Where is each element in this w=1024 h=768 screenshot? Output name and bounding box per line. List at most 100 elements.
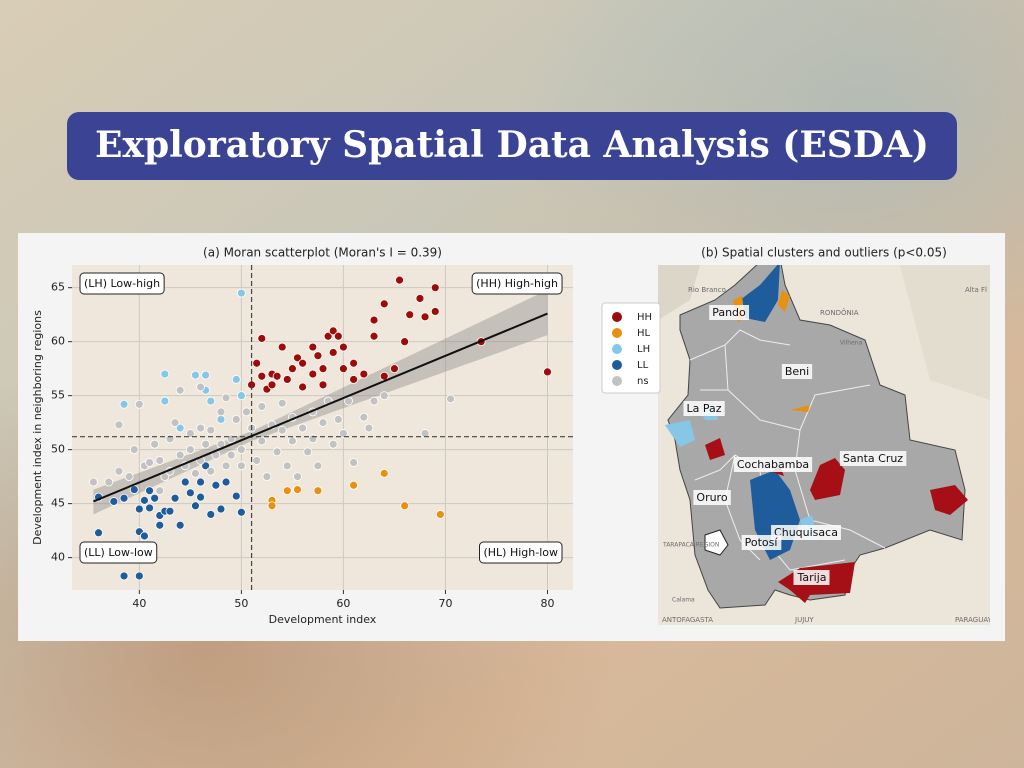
data-point <box>231 415 241 424</box>
basemap-label: Alta Fl <box>965 286 987 294</box>
map-legend <box>601 302 661 394</box>
data-point <box>160 396 170 406</box>
data-point <box>405 310 415 320</box>
basemap-region <box>900 265 990 400</box>
slide-title: Exploratory Spatial Data Analysis (ESDA) <box>95 124 929 166</box>
legend-label: ns <box>637 376 649 387</box>
region-label: Tarija <box>796 571 826 584</box>
data-point <box>94 528 103 538</box>
data-point <box>349 358 359 368</box>
data-point <box>328 348 338 357</box>
data-point <box>236 391 246 401</box>
data-point <box>298 358 308 368</box>
cluster-patch <box>740 265 780 322</box>
basemap-region <box>704 529 729 556</box>
data-point <box>150 439 160 449</box>
data-point <box>298 423 308 433</box>
trend-line <box>93 312 548 503</box>
data-point <box>313 351 323 361</box>
quadrant-label: (LL) Low-low <box>84 546 153 559</box>
data-point <box>339 429 348 438</box>
data-point <box>257 436 267 446</box>
basemap-label: TARAPACÁ REGION <box>662 542 719 549</box>
region-label: Beni <box>785 365 809 378</box>
y-axis-label: Development index in neighboring regions <box>31 310 44 545</box>
quadrant-annotation: (LH) Low-high <box>79 272 165 295</box>
y-tick-label: 55 <box>51 389 65 402</box>
quadrant-label: (LH) Low-high <box>84 277 160 290</box>
data-point <box>379 299 389 309</box>
data-point <box>180 477 190 487</box>
data-point <box>267 501 277 511</box>
data-point <box>369 396 379 406</box>
data-point <box>170 418 180 428</box>
data-point <box>201 370 211 380</box>
basemap-label: RONDÔNIA <box>820 308 859 317</box>
data-point <box>400 501 410 511</box>
data-point <box>430 283 440 293</box>
data-point <box>185 429 195 438</box>
data-point <box>349 458 359 467</box>
data-point <box>145 486 154 496</box>
data-point <box>435 510 445 519</box>
data-point <box>175 520 185 530</box>
data-point <box>175 385 185 395</box>
data-point <box>124 472 134 482</box>
data-point <box>109 497 119 506</box>
data-point <box>303 447 313 457</box>
data-point <box>165 506 175 516</box>
data-point <box>272 447 282 457</box>
data-point <box>328 326 338 336</box>
data-point <box>114 420 124 430</box>
data-point <box>359 369 369 379</box>
data-point <box>318 380 328 390</box>
data-point <box>134 399 144 409</box>
data-point <box>252 456 262 465</box>
data-point <box>364 423 374 433</box>
data-point <box>211 480 221 490</box>
x-tick-label: 60 <box>336 597 350 610</box>
data-point <box>206 510 216 519</box>
data-point <box>104 477 114 487</box>
data-point <box>145 503 154 513</box>
data-point <box>308 434 318 444</box>
data-point <box>196 382 205 392</box>
label-box <box>79 272 165 295</box>
legend-marker <box>612 312 622 322</box>
data-point <box>119 399 129 409</box>
data-point <box>257 402 267 411</box>
chart-title: (b) Spatial clusters and outliers (p<0.0… <box>701 246 947 260</box>
data-point <box>129 445 139 455</box>
data-point <box>369 315 379 325</box>
data-point <box>226 450 236 460</box>
data-point <box>221 461 231 471</box>
y-tick-label: 60 <box>51 335 65 348</box>
data-point <box>201 439 211 449</box>
data-point <box>349 375 359 384</box>
data-point <box>114 466 124 476</box>
data-point <box>344 396 353 406</box>
data-point <box>216 407 226 417</box>
data-point <box>231 491 241 501</box>
data-point <box>119 571 129 581</box>
legend-label: LL <box>637 360 649 371</box>
x-axis-label: Development index <box>269 613 377 626</box>
data-point <box>339 364 348 374</box>
data-point <box>185 488 195 498</box>
confidence-band <box>93 289 548 515</box>
data-point <box>206 396 216 406</box>
data-point <box>293 485 302 494</box>
data-point <box>339 342 348 352</box>
region-label: Cochabamba <box>737 458 809 471</box>
data-point <box>333 331 343 341</box>
data-point <box>313 461 323 471</box>
x-tick-label: 40 <box>132 597 146 610</box>
data-point <box>201 461 211 471</box>
label-box <box>79 541 158 564</box>
data-point <box>272 371 282 381</box>
cluster-patch <box>705 438 968 603</box>
data-point <box>165 434 175 444</box>
data-point <box>400 337 410 347</box>
data-point <box>298 382 308 392</box>
